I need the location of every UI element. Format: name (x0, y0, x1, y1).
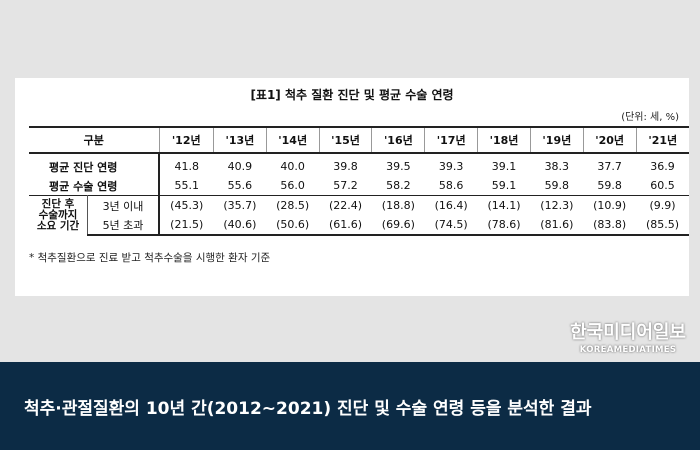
table-cell: 39.3 (438, 160, 464, 173)
header-year: '18년 (477, 126, 531, 154)
subrow-label: 5년 초과 (87, 215, 160, 236)
table-cell: 57.2 (333, 179, 358, 192)
header-year: '16년 (371, 126, 425, 154)
table-cell: (74.5) (424, 215, 478, 236)
header-year: '19년 (529, 126, 584, 154)
header-year: '14년 (265, 126, 320, 154)
table-cell: (16.4) (424, 195, 478, 215)
table-cell: (22.4) (319, 195, 372, 215)
table-row: 진단 후 수술까지 소요 기간 3년 이내 (45.3) (35.7) (28.… (29, 195, 689, 235)
header-year: '12년 (158, 126, 214, 154)
table-cell: 39.1 (491, 160, 517, 173)
table-cell: 39.5 (386, 160, 411, 173)
table-cell: 60.5 (650, 179, 675, 192)
table-cell: (9.9) (636, 195, 689, 215)
table-cell: 38.3 (544, 160, 570, 173)
subrow-label: 3년 이내 (87, 195, 160, 215)
table-cell: 40.0 (280, 160, 305, 173)
table-row: 평균 진단 연령 41.8 40.9 40.0 39.8 39.5 39.3 3… (29, 153, 689, 176)
header-year: '20년 (582, 126, 637, 154)
table-cell: (28.5) (266, 195, 320, 215)
table-cell: 55.6 (227, 179, 253, 192)
table-cell: (21.5) (159, 215, 214, 236)
table-row: 5년 초과 (21.5) (40.6) (50.6) (61.6) (69.6)… (29, 215, 689, 236)
header-corner: 구분 (29, 126, 159, 154)
row-label: 평균 진단 연령 (29, 153, 160, 176)
publisher-logo: 한국미디어일보 KOREAMEDIATIMES (570, 318, 686, 355)
table-cell: (50.6) (266, 215, 320, 236)
table-cell: (61.6) (319, 215, 372, 236)
table-cell: 59.8 (544, 179, 570, 192)
table-card: [표1] 척추 질환 진단 및 평균 수술 연령 (단위: 세, %) 구분 '… (15, 78, 689, 296)
table-cell: (81.6) (530, 215, 584, 236)
table-cell: (78.6) (477, 215, 531, 236)
caption-text: 척추·관절질환의 10년 간(2012~2021) 진단 및 수술 연령 등을 … (24, 399, 592, 419)
table-cell: (14.1) (477, 195, 531, 215)
header-year: '15년 (318, 126, 372, 154)
group-label: 진단 후 수술까지 소요 기간 (29, 195, 88, 235)
group-label-line: 진단 후 (41, 198, 75, 210)
table-cell: 36.9 (650, 160, 675, 173)
table-cell: 41.8 (174, 160, 199, 173)
table-cell: (85.5) (636, 215, 689, 236)
table-cell: 59.1 (491, 179, 517, 192)
group-label-line: 수술까지 (38, 209, 78, 221)
data-table: 구분 '12년 '13년 '14년 '15년 '16년 '17년 '18년 '1… (29, 126, 689, 236)
table-cell: (35.7) (213, 195, 267, 215)
unit-label: (단위: 세, %) (621, 112, 679, 123)
table-cell: 58.6 (438, 179, 464, 192)
table-cell: (18.8) (371, 195, 425, 215)
table-cell: 59.8 (597, 179, 622, 192)
caption-banner: 척추·관절질환의 10년 간(2012~2021) 진단 및 수술 연령 등을 … (0, 362, 700, 450)
table-cell: 55.1 (174, 179, 199, 192)
table-footnote: * 척추질환으로 진료 받고 척추수술을 시행한 환자 기준 (29, 252, 271, 264)
header-year: '21년 (635, 126, 689, 154)
group-label-line: 소요 기간 (36, 220, 80, 232)
table-cell: (45.3) (159, 195, 214, 215)
table-cell: (12.3) (530, 195, 584, 215)
logo-english: KOREAMEDIATIMES (579, 345, 677, 355)
table-header-row: 구분 '12년 '13년 '14년 '15년 '16년 '17년 '18년 '1… (29, 126, 689, 154)
table-cell: 37.7 (597, 160, 622, 173)
logo-korean: 한국미디어일보 (570, 322, 686, 343)
table-cell: (10.9) (583, 195, 637, 215)
header-year: '13년 (212, 126, 267, 154)
table-cell: (69.6) (371, 215, 425, 236)
table-cell: 56.0 (280, 179, 305, 192)
table-cell: 40.9 (227, 160, 253, 173)
table-title: [표1] 척추 질환 진단 및 평균 수술 연령 (250, 88, 454, 102)
table-cell: 58.2 (386, 179, 411, 192)
table-cell: (83.8) (583, 215, 637, 236)
row-label: 평균 수술 연령 (29, 176, 160, 196)
header-year: '17년 (424, 126, 478, 154)
table-cell: 39.8 (333, 160, 358, 173)
table-cell: (40.6) (213, 215, 267, 236)
table-row: 평균 수술 연령 55.1 55.6 56.0 57.2 58.2 58.6 5… (29, 176, 689, 196)
